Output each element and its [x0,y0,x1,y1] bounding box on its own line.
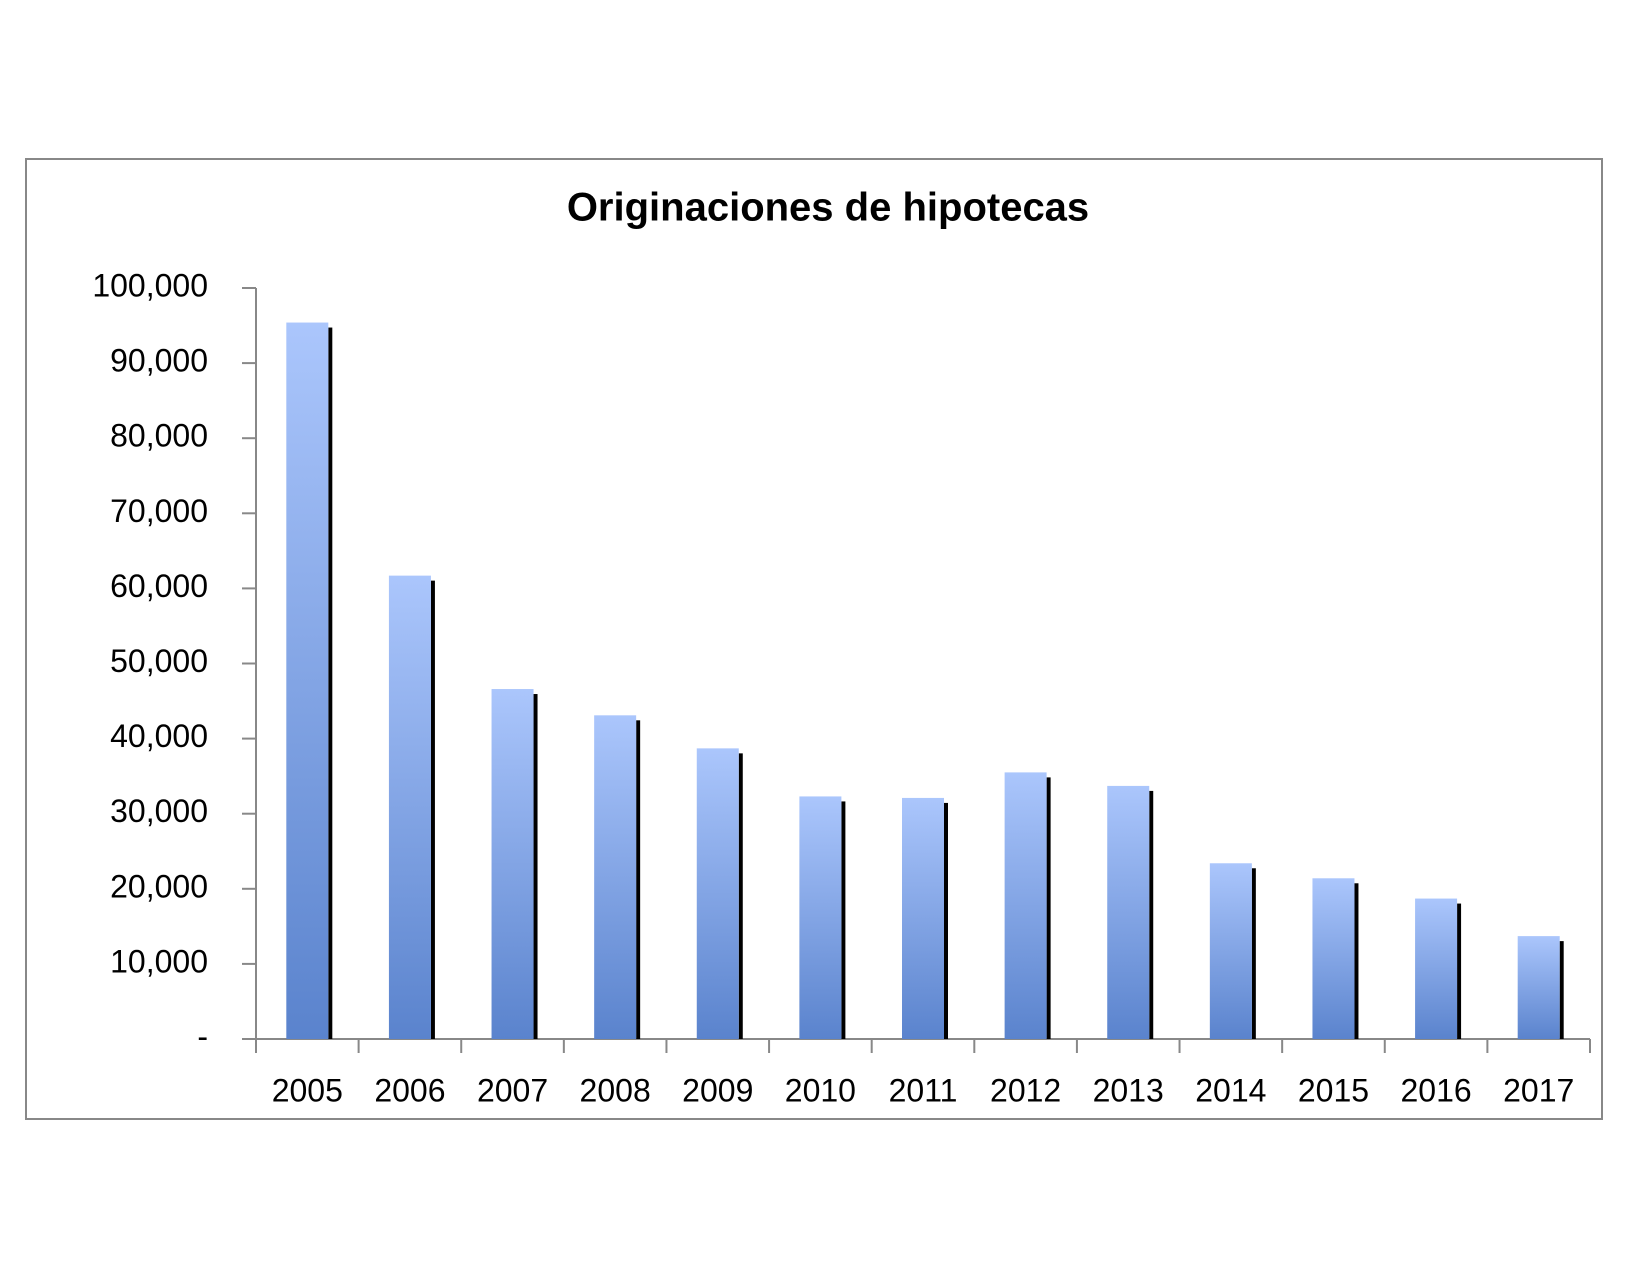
x-tick-label: 2005 [272,1072,343,1108]
x-tick-label: 2012 [990,1072,1061,1108]
x-tick-label: 2017 [1503,1072,1574,1108]
x-tick-label: 2014 [1195,1072,1266,1108]
bar-shadow [944,802,948,1039]
bar-shadow [1046,777,1051,1039]
bar [491,689,534,1039]
y-tick-label: 100,000 [92,267,208,303]
bar-shadow [1354,883,1359,1039]
bar [1209,863,1252,1039]
bar [594,715,637,1039]
bar-shadow [1149,790,1154,1039]
x-tick-label: 2016 [1400,1072,1471,1108]
y-tick-label: 80,000 [110,418,208,454]
y-tick-label: 70,000 [110,493,208,529]
chart-title: Originaciones de hipotecas [567,186,1089,230]
bar-shadow [1251,868,1256,1039]
x-tick-label: 2015 [1298,1072,1369,1108]
bar [1107,785,1150,1039]
bar [1415,898,1458,1039]
bar-shadow [533,694,538,1039]
bar [696,748,739,1039]
bar-shadow [841,801,846,1039]
y-tick-label: 40,000 [110,718,208,754]
y-tick-label: 90,000 [110,343,208,379]
bar [388,575,431,1039]
bar-shadow [738,753,743,1039]
x-tick-label: 2011 [889,1072,958,1108]
x-tick-label: 2007 [477,1072,548,1108]
bar [286,322,329,1039]
x-tick-label: 2008 [580,1072,651,1108]
y-tick-label: 30,000 [110,793,208,829]
bar [902,797,944,1039]
bar-shadow [1457,903,1462,1039]
bar-shadow [430,580,435,1039]
y-tick-label: 10,000 [110,943,208,979]
bar [799,796,842,1039]
bar [1517,936,1560,1039]
x-tick-label: 2009 [682,1072,753,1108]
bar-shadow [328,327,333,1039]
bar [1312,878,1355,1039]
y-tick-label: 20,000 [110,868,208,904]
bar-shadow [1559,941,1564,1039]
x-tick-label: 2010 [785,1072,856,1108]
x-tick-label: 2013 [1093,1072,1164,1108]
y-tick-label: 60,000 [110,568,208,604]
x-tick-label: 2006 [374,1072,445,1108]
y-tick-label: 50,000 [110,643,208,679]
bar [1004,772,1047,1039]
bar-shadow [636,720,641,1039]
y-tick-label: - [197,1018,208,1054]
